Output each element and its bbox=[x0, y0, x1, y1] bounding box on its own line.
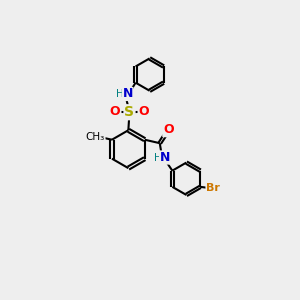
Text: N: N bbox=[160, 151, 170, 164]
Text: N: N bbox=[122, 88, 133, 100]
Text: CH₃: CH₃ bbox=[86, 132, 105, 142]
Text: S: S bbox=[124, 105, 134, 119]
Text: Br: Br bbox=[206, 183, 220, 193]
Text: O: O bbox=[110, 105, 121, 118]
Text: H: H bbox=[116, 89, 124, 99]
Text: O: O bbox=[163, 123, 174, 136]
Text: O: O bbox=[139, 105, 149, 118]
Text: H: H bbox=[154, 152, 161, 163]
